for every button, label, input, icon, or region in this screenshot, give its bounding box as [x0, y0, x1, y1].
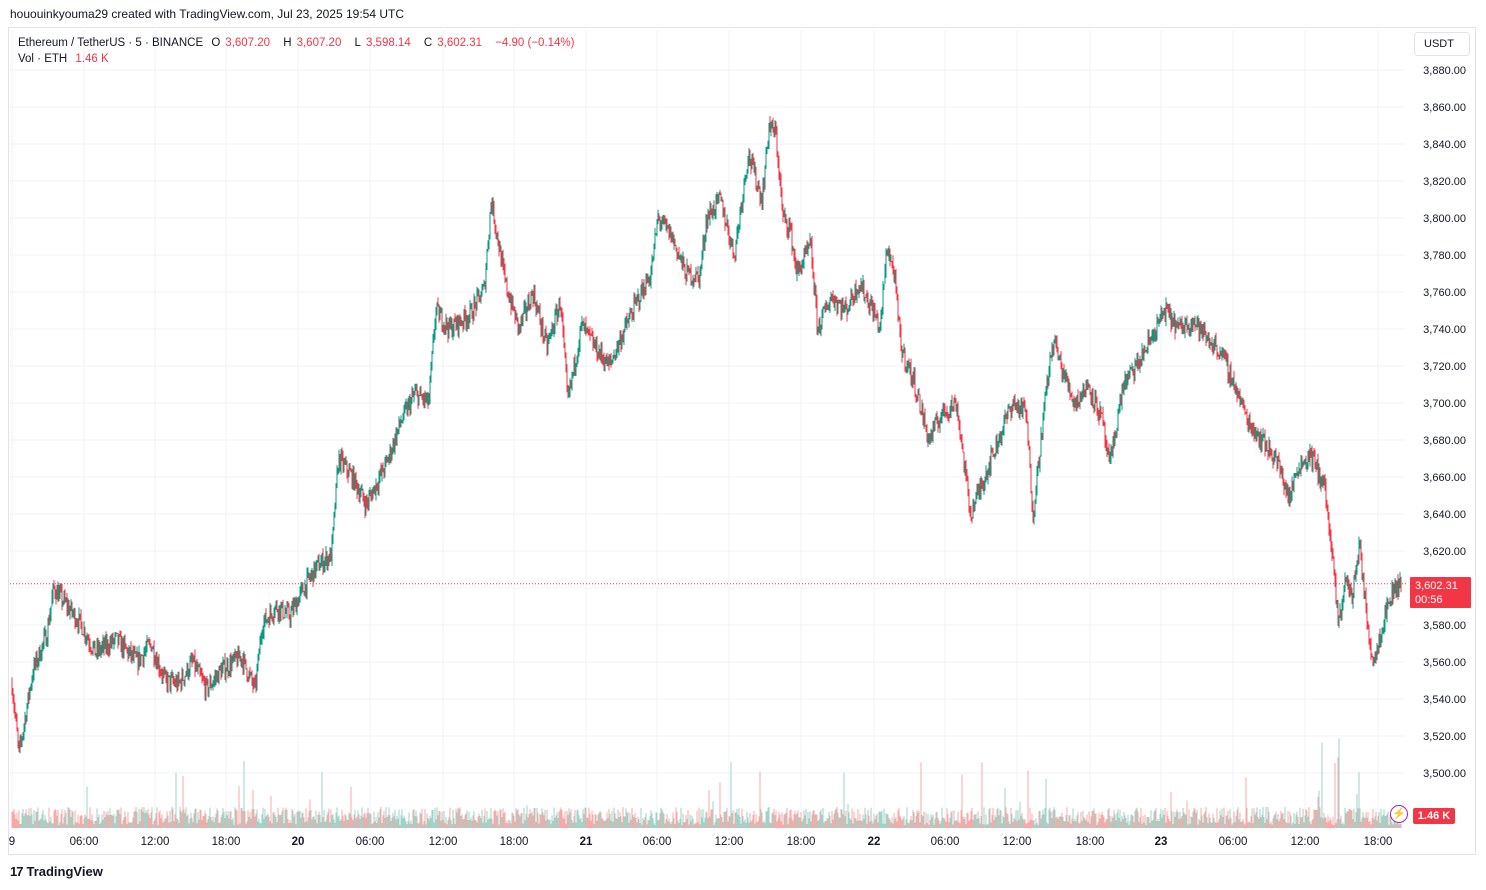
bar-countdown: 00:56 — [1415, 594, 1443, 606]
y-tick-label: 3,800.00 — [1423, 213, 1466, 225]
x-tick-label: 18:00 — [787, 836, 816, 848]
x-tick-label: 9 — [9, 836, 15, 848]
x-tick-label: 06:00 — [1219, 836, 1248, 848]
y-tick-label: 3,740.00 — [1423, 324, 1466, 336]
x-tick-label: 06:00 — [70, 836, 99, 848]
x-tick-label: 18:00 — [500, 836, 529, 848]
y-tick-label: 3,860.00 — [1423, 102, 1466, 114]
x-tick-label: 23 — [1155, 836, 1168, 848]
y-tick-label: 3,520.00 — [1423, 731, 1466, 743]
x-tick-label: 18:00 — [1364, 836, 1393, 848]
tradingview-logo-icon: 17 — [10, 864, 24, 879]
y-tick-label: 3,580.00 — [1423, 620, 1466, 632]
chart-frame — [8, 27, 1476, 855]
volume-tag: 1.46 K — [1413, 808, 1455, 824]
footer-brand[interactable]: 17 TradingView — [10, 864, 103, 879]
chart-legend: Ethereum / TetherUS · 5 · BINANCE O 3,607… — [18, 35, 579, 67]
low-value: 3,598.14 — [365, 37, 411, 49]
x-tick-label: 18:00 — [212, 836, 241, 848]
y-tick-label: 3,540.00 — [1423, 694, 1466, 706]
x-tick-label: 18:00 — [1076, 836, 1105, 848]
brand-name: TradingView — [26, 864, 103, 879]
x-tick-label: 20 — [292, 836, 305, 848]
x-tick-label: 12:00 — [429, 836, 458, 848]
last-price-tag: 3,602.31 00:56 — [1410, 577, 1471, 608]
volume-value: 1.46 K — [75, 53, 109, 65]
chart-caption: hououinkyouma29 created with TradingView… — [10, 7, 405, 21]
currency-unit-button[interactable]: USDT — [1414, 32, 1470, 56]
x-tick-label: 21 — [580, 836, 593, 848]
close-label: C — [423, 37, 433, 49]
y-tick-label: 3,880.00 — [1423, 65, 1466, 77]
y-tick-label: 3,640.00 — [1423, 509, 1466, 521]
x-tick-label: 12:00 — [1291, 836, 1320, 848]
change-value: −4.90 (−0.14%) — [495, 37, 575, 49]
y-tick-label: 3,660.00 — [1423, 472, 1466, 484]
y-tick-label: 3,680.00 — [1423, 435, 1466, 447]
x-tick-label: 12:00 — [715, 836, 744, 848]
y-tick-label: 3,720.00 — [1423, 361, 1466, 373]
ohlc-row: Ethereum / TetherUS · 5 · BINANCE O 3,607… — [18, 35, 579, 51]
open-value: 3,607.20 — [225, 37, 271, 49]
x-tick-label: 06:00 — [643, 836, 672, 848]
x-tick-label: 12:00 — [1003, 836, 1032, 848]
x-tick-label: 12:00 — [141, 836, 170, 848]
high-label: H — [283, 37, 292, 49]
symbol-label[interactable]: Ethereum / TetherUS · 5 · BINANCE — [18, 37, 204, 49]
x-tick-label: 06:00 — [931, 836, 960, 848]
y-tick-label: 3,560.00 — [1423, 657, 1466, 669]
low-label: L — [354, 37, 361, 49]
y-tick-label: 3,840.00 — [1423, 139, 1466, 151]
x-tick-label: 22 — [868, 836, 881, 848]
y-tick-label: 3,780.00 — [1423, 250, 1466, 262]
high-value: 3,607.20 — [296, 37, 342, 49]
close-value: 3,602.31 — [437, 37, 482, 49]
y-tick-label: 3,820.00 — [1423, 176, 1466, 188]
y-tick-label: 3,620.00 — [1423, 546, 1466, 558]
lightning-icon[interactable]: ⚡ — [1390, 805, 1408, 823]
y-tick-label: 3,700.00 — [1423, 398, 1466, 410]
open-label: O — [211, 37, 221, 49]
last-price-value: 3,602.31 — [1415, 580, 1458, 592]
x-tick-label: 06:00 — [356, 836, 385, 848]
volume-label[interactable]: Vol · ETH — [18, 53, 68, 65]
y-tick-label: 3,760.00 — [1423, 287, 1466, 299]
volume-row: Vol · ETH 1.46 K — [18, 51, 579, 67]
y-tick-label: 3,500.00 — [1423, 768, 1466, 780]
